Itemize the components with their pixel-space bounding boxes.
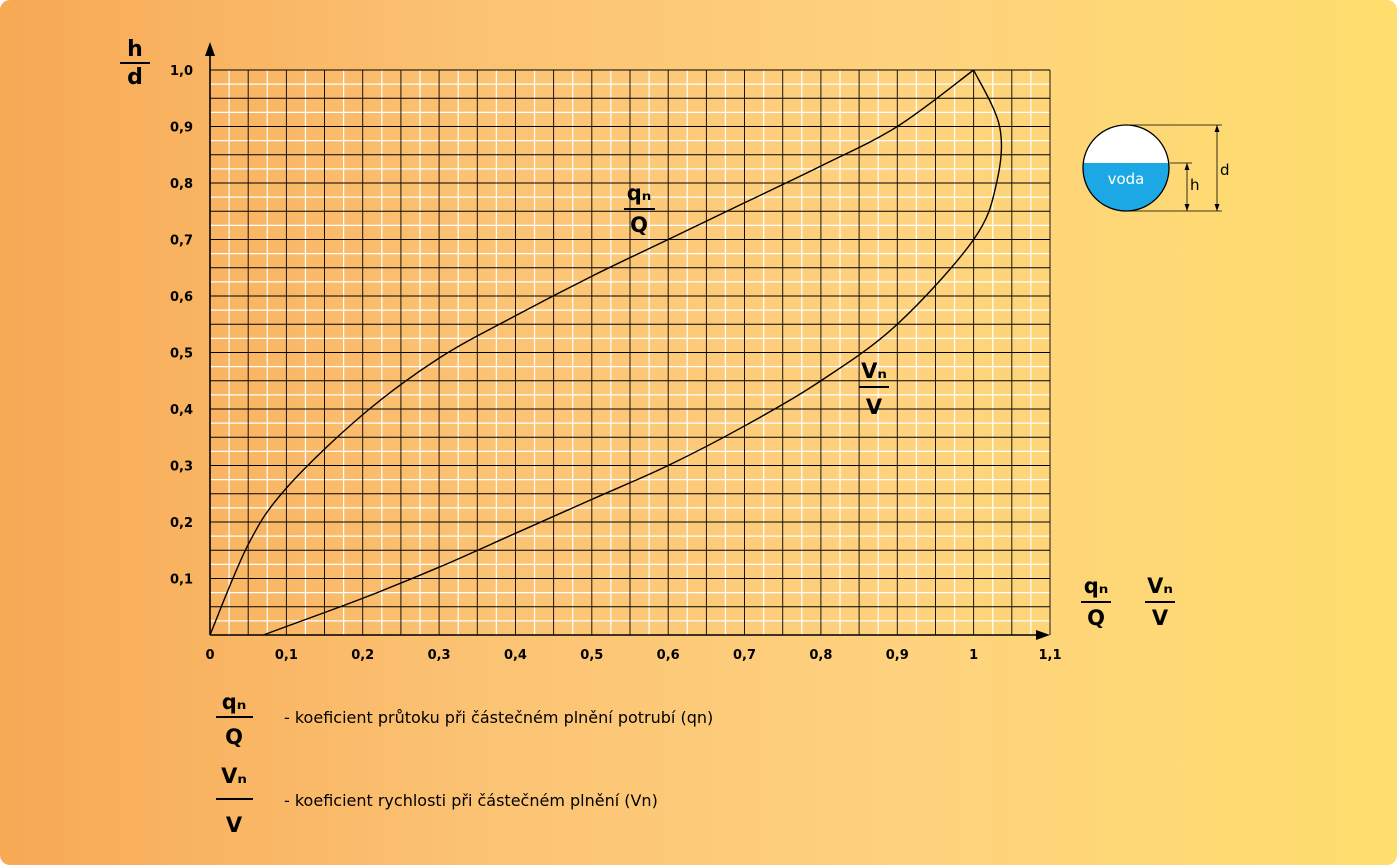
legend-vn-text: - koeficient rychlosti při částečném pln…: [284, 791, 658, 810]
pipe-h-label: h: [1190, 176, 1200, 194]
x-tick-label: 0,7: [733, 648, 756, 663]
y-tick-label: 0,3: [170, 460, 193, 475]
legend-qn-denominator: Q: [225, 725, 243, 749]
curve-label-qn-denominator: Q: [630, 213, 648, 237]
grid-major: [210, 69, 1051, 635]
y-tick-label: 0,6: [170, 290, 193, 305]
legend-vn-denominator: V: [226, 813, 243, 837]
x-tick-label: 0,9: [886, 648, 909, 663]
x-tick-label: 1,1: [1038, 648, 1061, 663]
x-tick-label: 0,4: [504, 648, 527, 663]
y-tick-labels: 0,1 0,2 0,3 0,4 0,5 0,6 0,7 0,8 0,9 1,0: [170, 64, 193, 588]
legend-item-qn: qₙ Q - koeficient průtoku při částečném …: [216, 690, 713, 749]
legend-qn-text: - koeficient průtoku při částečném plněn…: [284, 708, 713, 727]
x-axis-label-vn: Vₙ V: [1145, 574, 1175, 630]
y-tick-label: 1,0: [170, 64, 193, 79]
y-tick-label: 0,1: [170, 573, 193, 588]
x-tick-label: 0,3: [428, 648, 451, 663]
legend-vn-numerator: Vₙ: [221, 764, 247, 788]
curve-label-vn: Vₙ V: [859, 359, 889, 419]
x-axis-label-qn: qₙ Q: [1081, 574, 1111, 630]
pipe-d-label: d: [1220, 161, 1230, 179]
y-axis-label-denominator: d: [127, 65, 143, 90]
y-axis-label: h d: [120, 37, 150, 90]
curve-label-vn-numerator: Vₙ: [861, 359, 887, 383]
axes: [205, 42, 1050, 640]
x-axis-label-vn-numerator: Vₙ: [1147, 574, 1173, 598]
pipe-d-arrow-top: [1214, 125, 1220, 132]
curve-qn: [209, 69, 975, 636]
x-tick-label: 0,2: [351, 648, 374, 663]
x-tick-label: 0,5: [580, 648, 603, 663]
pipe-diagram: voda h d: [1082, 124, 1230, 212]
x-axis-label-qn-numerator: qₙ: [1084, 574, 1109, 598]
y-axis-label-numerator: h: [127, 37, 143, 62]
pipe-h-arrow-bottom: [1184, 204, 1190, 211]
curve-label-qn: qₙ Q: [624, 181, 655, 237]
pipe-water-label: voda: [1108, 170, 1145, 188]
x-tick-labels: 0 0,1 0,2 0,3 0,4 0,5 0,6 0,7 0,8 0,9 1 1,1: [205, 648, 1061, 663]
x-tick-label: 1: [969, 648, 978, 663]
y-tick-label: 0,8: [170, 177, 193, 192]
pipe-d-arrow-bottom: [1214, 204, 1220, 211]
x-tick-label: 0,8: [809, 648, 832, 663]
x-axis-label-vn-denominator: V: [1152, 606, 1169, 630]
x-axis-label-qn-denominator: Q: [1087, 606, 1105, 630]
curves: [209, 69, 1003, 636]
curve-label-qn-numerator: qₙ: [627, 181, 652, 205]
x-tick-label: 0,6: [657, 648, 680, 663]
y-tick-label: 0,7: [170, 234, 193, 249]
y-tick-label: 0,9: [170, 121, 193, 136]
y-axis-arrow: [205, 42, 215, 56]
legend-qn-numerator: qₙ: [222, 690, 247, 714]
y-tick-label: 0,4: [170, 403, 193, 418]
x-axis-arrow: [1036, 630, 1050, 640]
y-tick-label: 0,2: [170, 516, 193, 531]
pipe-h-arrow-top: [1184, 163, 1190, 170]
x-tick-label: 0: [205, 648, 214, 663]
curve-vn: [263, 69, 1003, 636]
legend-item-vn: Vₙ V - koeficient rychlosti při částečné…: [216, 764, 658, 837]
legend: qₙ Q - koeficient průtoku při částečném …: [216, 690, 713, 837]
x-tick-label: 0,1: [275, 648, 298, 663]
y-tick-label: 0,5: [170, 347, 193, 362]
curve-label-vn-denominator: V: [866, 395, 883, 419]
